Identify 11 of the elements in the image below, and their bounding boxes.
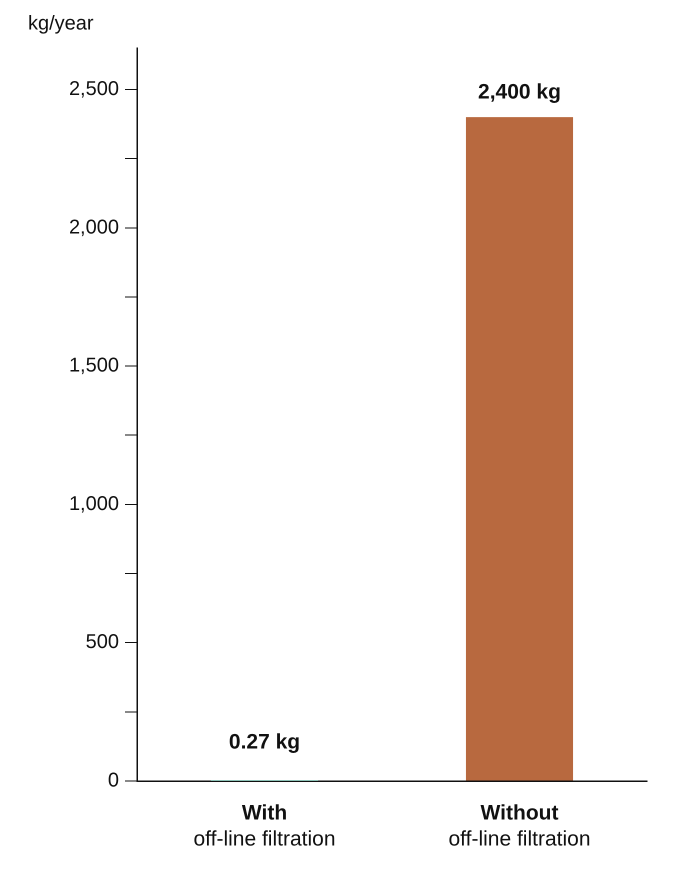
- y-tick-label: 1,000: [68, 492, 119, 515]
- y-tick-label: 0: [108, 770, 119, 792]
- y-axis-title: kg/year: [28, 12, 94, 35]
- y-tick-label: 2,500: [68, 78, 119, 100]
- y-tick-label: 500: [86, 631, 119, 654]
- y-tick-label: 2,000: [68, 216, 119, 238]
- x-tick-label: With off-line filtration: [193, 801, 336, 850]
- data-label: 2,400 kg: [478, 80, 561, 104]
- y-tick-label: 1,500: [68, 354, 119, 377]
- x-tick-label: Without off-line filtration: [448, 801, 591, 850]
- data-label: 0.27 kg: [228, 730, 300, 754]
